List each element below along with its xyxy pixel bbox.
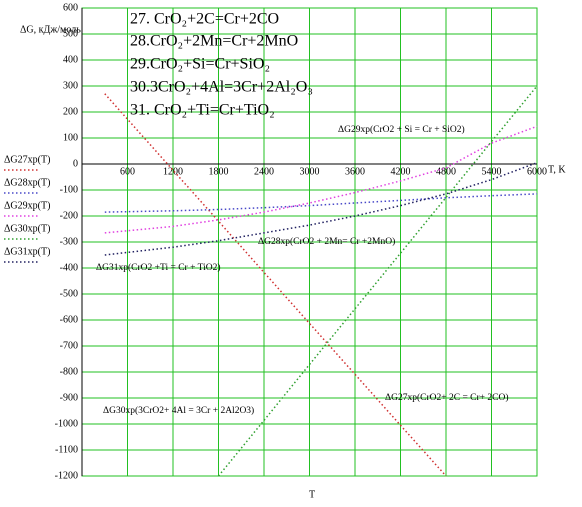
annotation: ΔG29хр(CrO2 + Si = Cr + SiO2): [338, 124, 465, 135]
legend-label: ΔG27хр(T): [4, 154, 50, 165]
y-tick-label: -400: [60, 262, 78, 273]
y-tick-label: -1100: [55, 444, 78, 455]
y-tick-label: 600: [63, 2, 78, 13]
legend-label: ΔG31хр(T): [4, 246, 50, 257]
x-tick-label: 600: [120, 166, 135, 177]
y-tick-label: -200: [60, 210, 78, 221]
x-tick-label: 1800: [209, 166, 229, 177]
legend-label: ΔG30хр(T): [4, 223, 50, 234]
legend-label: ΔG28хр(T): [4, 177, 50, 188]
y-tick-label: 500: [63, 28, 78, 39]
y-tick-label: -900: [60, 392, 78, 403]
x-axis-title: T: [309, 489, 315, 500]
y-tick-label: 300: [63, 80, 78, 91]
y-tick-label: 0: [73, 158, 78, 169]
series-line: [104, 125, 538, 234]
annotation: ΔG27хр(CrO2+ 2C = Cr+ 2CO): [385, 392, 509, 403]
series-line: [104, 93, 447, 477]
y-tick-label: -1200: [55, 470, 78, 481]
equation: 30.3CrO₂+4Al=3Cr+2Al₂O₃: [130, 79, 313, 96]
x-tick-label: 2400: [254, 166, 274, 177]
y-tick-label: -100: [60, 184, 78, 195]
equation: 27. CrO₂+2C=Cr+2CO: [130, 11, 279, 28]
x-tick-label: 1200: [163, 166, 183, 177]
annotation: ΔG31хр(CrO2 +Ti = Cr + TiO2): [96, 262, 221, 273]
y-axis-label: ΔG, кДж/моль: [20, 24, 81, 35]
y-tick-label: -1000: [55, 418, 78, 429]
legend-label: ΔG29хр(T): [4, 200, 50, 211]
y-tick-label: -600: [60, 314, 78, 325]
y-tick-label: -300: [60, 236, 78, 247]
x-tick-label: 4200: [391, 166, 411, 177]
x-tick-label: 3000: [300, 166, 320, 177]
x-tick-label: 6000: [527, 166, 547, 177]
x-axis-label: T, K: [548, 164, 566, 175]
equation: 29.CrO₂+Si=Cr+SiO₂: [130, 56, 270, 73]
y-tick-label: 100: [63, 132, 78, 143]
y-tick-label: -800: [60, 366, 78, 377]
series-line: [104, 193, 538, 213]
x-tick-label: 5400: [482, 166, 502, 177]
equation: 28.CrO₂+2Mn=Cr+2MnO: [130, 33, 298, 50]
annotation: ΔG28хр(CrO2 + 2Mn= Cr +2MnO): [258, 236, 395, 247]
x-tick-label: 3600: [345, 166, 365, 177]
y-tick-label: 200: [63, 106, 78, 117]
y-tick-label: 400: [63, 54, 78, 65]
x-tick-label: 4800: [436, 166, 456, 177]
equation: 31. CrO₂+Ti=Cr+TiO₂: [130, 102, 275, 119]
annotation: ΔG30хр(3CrO2+ 4Al = 3Cr + 2Al2O3): [103, 405, 254, 416]
y-tick-label: -500: [60, 288, 78, 299]
series-line: [217, 85, 538, 477]
y-tick-label: -700: [60, 340, 78, 351]
